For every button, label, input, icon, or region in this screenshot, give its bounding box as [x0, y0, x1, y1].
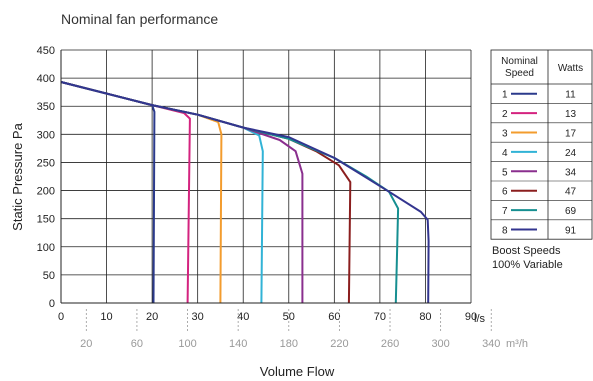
x2-unit-label: m³/h [506, 338, 528, 350]
x2-tick-label: 20 [80, 338, 92, 350]
legend-speed-label: 4 [502, 148, 508, 159]
legend-speed-label: 5 [502, 167, 508, 178]
series-line-2 [60, 81, 191, 304]
axes [60, 50, 471, 304]
legend-watts-value: 11 [565, 90, 576, 101]
chart-title: Nominal fan performance [61, 11, 218, 27]
x2-tick-label: 140 [229, 338, 247, 350]
x2-tick-label: 340 [482, 338, 500, 350]
x2-tick-label: 180 [280, 338, 298, 350]
y-tick-label: 450 [37, 45, 55, 57]
series-line-1 [60, 81, 156, 304]
y-axis-label: Static Pressure Pa [10, 122, 25, 230]
legend-watts-value: 91 [565, 226, 577, 237]
legend-header-watts: Watts [558, 63, 583, 74]
legend-watts-value: 13 [565, 109, 577, 120]
legend-speed-label: 6 [502, 187, 508, 198]
legend-speed-label: 2 [502, 109, 508, 120]
legend-speed-label: 8 [502, 226, 508, 237]
grid [61, 49, 472, 303]
legend-watts-value: 47 [565, 187, 577, 198]
series-line-7 [60, 81, 400, 304]
x-tick-label: 90 [465, 311, 477, 323]
y-tick-label: 250 [37, 157, 55, 169]
legend-watts-value: 24 [565, 148, 577, 159]
y-tick-label: 200 [37, 186, 55, 198]
boost-variable-label: 100% Variable [492, 259, 563, 271]
legend-speed-label: 1 [502, 90, 508, 101]
x-tick-label: 70 [374, 311, 386, 323]
legend-header-speed: Nominal [501, 56, 538, 67]
y-tick-label: 100 [37, 242, 55, 254]
y-tick-label: 0 [49, 298, 55, 310]
x-tick-label: 0 [58, 311, 64, 323]
legend-border [490, 49, 593, 240]
series-line-8 [60, 81, 430, 304]
y-tick-label: 350 [37, 101, 55, 113]
x-tick-label: 20 [146, 311, 158, 323]
x2-tick-label: 300 [431, 338, 449, 350]
legend-watts-value: 17 [565, 129, 577, 140]
x-tick-label: 10 [100, 311, 112, 323]
x2-tick-label: 220 [330, 338, 348, 350]
x2-tick-label: 100 [178, 338, 196, 350]
y-tick-label: 50 [43, 270, 55, 282]
legend-watts-value: 69 [565, 206, 577, 217]
x-axis-label: Volume Flow [260, 364, 335, 379]
series-line-5 [60, 81, 304, 303]
y-tick-label: 300 [37, 129, 55, 141]
x-unit-label: l/s [474, 313, 486, 325]
series-line-4 [60, 81, 264, 304]
legend-header-speed: Speed [505, 68, 534, 79]
y-tick-label: 150 [37, 214, 55, 226]
x-tick-label: 60 [328, 311, 340, 323]
series-line-6 [60, 81, 352, 304]
legend-speed-label: 3 [502, 129, 508, 140]
y-tick-label: 400 [37, 73, 55, 85]
legend-speed-label: 7 [502, 206, 508, 217]
x2-tick-label: 260 [381, 338, 399, 350]
x-tick-label: 40 [237, 311, 249, 323]
x2-tick-label: 60 [131, 338, 143, 350]
x-tick-label: 80 [419, 311, 431, 323]
legend-watts-value: 34 [565, 167, 577, 178]
x-tick-label: 30 [192, 311, 204, 323]
boost-speeds-label: Boost Speeds [492, 245, 561, 257]
series-lines [60, 81, 430, 304]
